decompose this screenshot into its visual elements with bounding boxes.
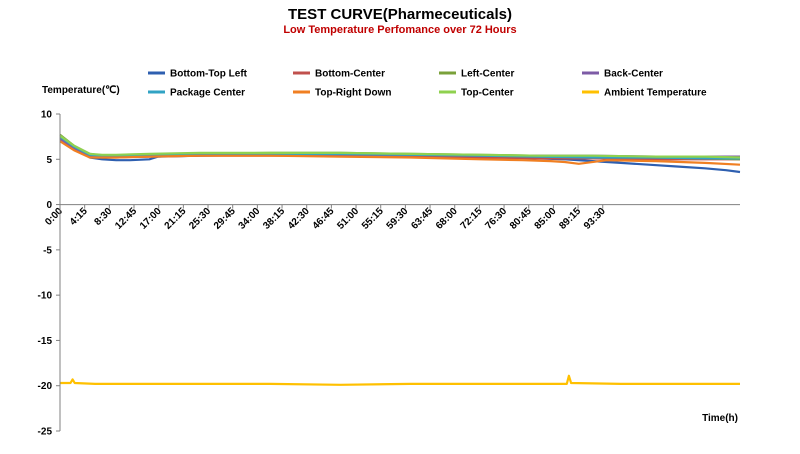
chart-series (59, 133, 741, 386)
y-tick-label: 0 (46, 200, 52, 211)
x-tick-label: 12:45 (113, 206, 139, 232)
series-line-top-right-down (59, 140, 741, 166)
x-tick-label: 21:15 (163, 206, 189, 232)
x-axis-ticks: 0:00 4:15 8:3012:4517:0021:1525:3029:4534:… (43, 204, 608, 232)
series-line-package-center (59, 135, 740, 160)
x-tick-label: 93:30 (582, 206, 608, 232)
x-tick-label: 63:45 (409, 206, 435, 232)
x-tick-label: 55:15 (360, 206, 386, 232)
y-tick-label: -25 (38, 427, 53, 438)
y-axis-ticks: 10 5 0 -5 -10 -15 -20 -25 (38, 110, 60, 438)
x-tick-label: 89:15 (557, 206, 583, 232)
x-tick-label: 46:45 (311, 206, 337, 232)
y-tick-label: -20 (38, 381, 53, 392)
y-axis-label: Temperature(℃) (42, 85, 120, 96)
chart-title: TEST CURVE(Pharmeceuticals) (288, 6, 512, 23)
x-tick-label: 29:45 (212, 206, 238, 232)
x-tick-label: 25:30 (187, 206, 213, 232)
legend-item: Bottom-Center (293, 69, 385, 80)
x-tick-label: 8:30 (93, 206, 115, 228)
legend-label: Ambient Temperature (604, 88, 707, 99)
x-tick-label: 72:15 (459, 206, 485, 232)
x-tick-label: 34:00 (237, 206, 263, 232)
chart-legend: Bottom-Top Left Bottom-Center Left-Center B… (148, 69, 707, 99)
y-tick-label: -5 (43, 245, 52, 256)
series-line-ambient-temperature (60, 374, 740, 386)
legend-item: Bottom-Top Left (148, 69, 248, 80)
x-tick-label: 59:30 (385, 206, 411, 232)
legend-label: Bottom-Top Left (170, 69, 248, 80)
y-tick-label: 10 (41, 110, 53, 121)
x-axis-label: Time(h) (702, 413, 738, 424)
legend-item: Ambient Temperature (582, 88, 707, 99)
legend-item: Back-Center (582, 69, 663, 80)
legend-label: Top-Right Down (315, 88, 391, 99)
legend-label: Package Center (170, 88, 245, 99)
legend-label: Back-Center (604, 69, 663, 80)
legend-item: Top-Right Down (293, 88, 391, 99)
x-tick-label: 76:30 (483, 206, 509, 232)
legend-item: Package Center (148, 88, 245, 99)
x-tick-label: 42:30 (286, 206, 312, 232)
legend-label: Bottom-Center (315, 69, 385, 80)
chart-subtitle: Low Temperature Perfomance over 72 Hours (283, 24, 517, 36)
y-tick-label: -10 (38, 291, 53, 302)
y-tick-label: -15 (38, 336, 53, 347)
legend-label: Top-Center (461, 88, 514, 99)
x-tick-label: 17:00 (138, 206, 164, 232)
legend-item: Left-Center (439, 69, 514, 80)
x-tick-label: 4:15 (68, 206, 90, 228)
x-tick-label: 80:45 (508, 206, 534, 232)
x-tick-label: 68:00 (434, 206, 460, 232)
legend-label: Left-Center (461, 69, 514, 80)
y-tick-label: 5 (46, 155, 52, 166)
series-line-top-center (59, 134, 741, 159)
x-tick-label: 38:15 (261, 206, 287, 232)
legend-item: Top-Center (439, 88, 514, 99)
x-tick-label: 51:00 (335, 206, 361, 232)
x-tick-label: 85:00 (533, 206, 559, 232)
